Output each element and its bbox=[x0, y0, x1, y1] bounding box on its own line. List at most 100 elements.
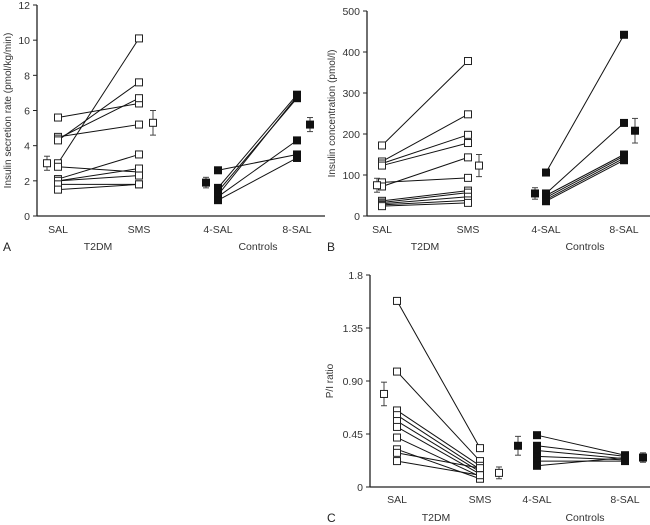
chart-panel-c: 0 0.45 0.90 1.35 1.8 P/I ratio SAL SMS 4-SAL 8-SA… bbox=[325, 270, 650, 525]
y-tick-label: 300 bbox=[342, 88, 360, 100]
x-group-label: Controls bbox=[565, 241, 604, 253]
y-axis-label: Insulin secretion rate (pmol/kg/min) bbox=[3, 33, 14, 189]
data-point bbox=[393, 433, 401, 442]
data-point bbox=[533, 461, 541, 470]
data-point bbox=[393, 296, 401, 305]
y-tick-label: 1.8 bbox=[348, 270, 363, 282]
y-tick-label: 0.90 bbox=[343, 376, 364, 388]
y-axis-label: P/I ratio bbox=[325, 363, 336, 398]
data-point bbox=[464, 198, 472, 207]
data-point bbox=[135, 94, 143, 103]
subject-line bbox=[396, 410, 481, 467]
data-point bbox=[54, 113, 62, 122]
subject-line bbox=[536, 445, 626, 457]
chart-panel-b: 0 100 200 300 400 500 Insulin concentration (p… bbox=[327, 6, 650, 254]
y-tick-label: 2 bbox=[24, 176, 30, 188]
subject-line bbox=[545, 34, 625, 173]
data-point bbox=[393, 367, 401, 376]
mean-point bbox=[43, 159, 51, 168]
y-tick-label: 100 bbox=[342, 170, 360, 182]
data-point bbox=[135, 180, 143, 189]
subject-line bbox=[545, 154, 625, 196]
x-group-label: T2DM bbox=[84, 241, 113, 253]
subject-line bbox=[396, 437, 481, 477]
subject-line bbox=[536, 449, 626, 460]
y-tick-label: 0 bbox=[24, 211, 30, 223]
panel-label: C bbox=[327, 511, 336, 525]
y-axis-label: Insulin concentration (pmol/l) bbox=[327, 50, 338, 178]
data-point bbox=[214, 166, 222, 175]
data-point bbox=[293, 136, 301, 145]
panel-label: B bbox=[327, 240, 335, 254]
x-category-label: SMS bbox=[469, 494, 492, 506]
subject-line bbox=[217, 96, 298, 196]
subject-line bbox=[536, 457, 626, 467]
y-tick-label: 200 bbox=[342, 129, 360, 141]
mean-point bbox=[149, 118, 157, 127]
subject-line bbox=[57, 97, 140, 140]
data-point bbox=[293, 153, 301, 162]
subject-line bbox=[381, 199, 469, 206]
data-point bbox=[620, 30, 628, 39]
data-point bbox=[464, 130, 472, 139]
subject-line bbox=[396, 371, 481, 462]
y-tick-label: 8 bbox=[24, 70, 30, 82]
data-point bbox=[533, 431, 541, 440]
subject-line bbox=[217, 139, 298, 198]
data-point bbox=[476, 464, 484, 473]
x-category-label: SAL bbox=[387, 494, 407, 506]
subject-line bbox=[381, 60, 469, 146]
mean-point bbox=[495, 468, 503, 477]
data-point bbox=[620, 118, 628, 127]
subject-line bbox=[396, 426, 481, 475]
subject-line bbox=[381, 156, 469, 187]
y-tick-label: 0 bbox=[357, 482, 363, 494]
data-point bbox=[464, 153, 472, 162]
mean-point bbox=[631, 126, 639, 135]
data-point bbox=[54, 162, 62, 171]
x-group-label: Controls bbox=[238, 241, 277, 253]
subject-line bbox=[545, 122, 625, 194]
data-point bbox=[135, 150, 143, 159]
subject-line bbox=[396, 414, 481, 470]
data-point bbox=[393, 448, 401, 457]
data-point bbox=[378, 202, 386, 211]
subject-line bbox=[545, 159, 625, 202]
subject-line bbox=[217, 94, 298, 189]
mean-point bbox=[475, 161, 483, 170]
x-group-label: T2DM bbox=[422, 512, 451, 524]
mean-point bbox=[380, 389, 388, 398]
data-point bbox=[54, 185, 62, 194]
y-tick-label: 500 bbox=[342, 6, 360, 18]
x-category-label: SMS bbox=[128, 224, 151, 236]
data-point bbox=[464, 110, 472, 119]
y-tick-label: 0.45 bbox=[343, 429, 364, 441]
subject-line bbox=[381, 202, 469, 207]
subject-line bbox=[57, 124, 140, 138]
mean-point bbox=[514, 441, 522, 450]
data-point bbox=[393, 422, 401, 431]
data-point bbox=[135, 120, 143, 129]
data-point bbox=[135, 34, 143, 43]
data-point bbox=[378, 161, 386, 170]
subject-line bbox=[57, 153, 140, 180]
subject-line bbox=[217, 153, 298, 171]
subject-line bbox=[545, 155, 625, 198]
subject-line bbox=[57, 168, 140, 182]
data-point bbox=[476, 444, 484, 453]
data-point bbox=[476, 471, 484, 480]
data-point bbox=[293, 92, 301, 101]
y-tick-label: 1.35 bbox=[343, 323, 364, 335]
subject-line bbox=[536, 434, 626, 456]
subject-line bbox=[381, 113, 469, 162]
data-point bbox=[135, 78, 143, 87]
subject-line bbox=[57, 166, 140, 173]
x-category-label: 8-SAL bbox=[610, 494, 639, 506]
panel-label: A bbox=[3, 240, 11, 254]
mean-point bbox=[306, 120, 314, 129]
subject-line bbox=[381, 192, 469, 203]
data-point bbox=[620, 156, 628, 165]
x-category-label: SAL bbox=[48, 224, 68, 236]
mean-point bbox=[639, 453, 647, 462]
